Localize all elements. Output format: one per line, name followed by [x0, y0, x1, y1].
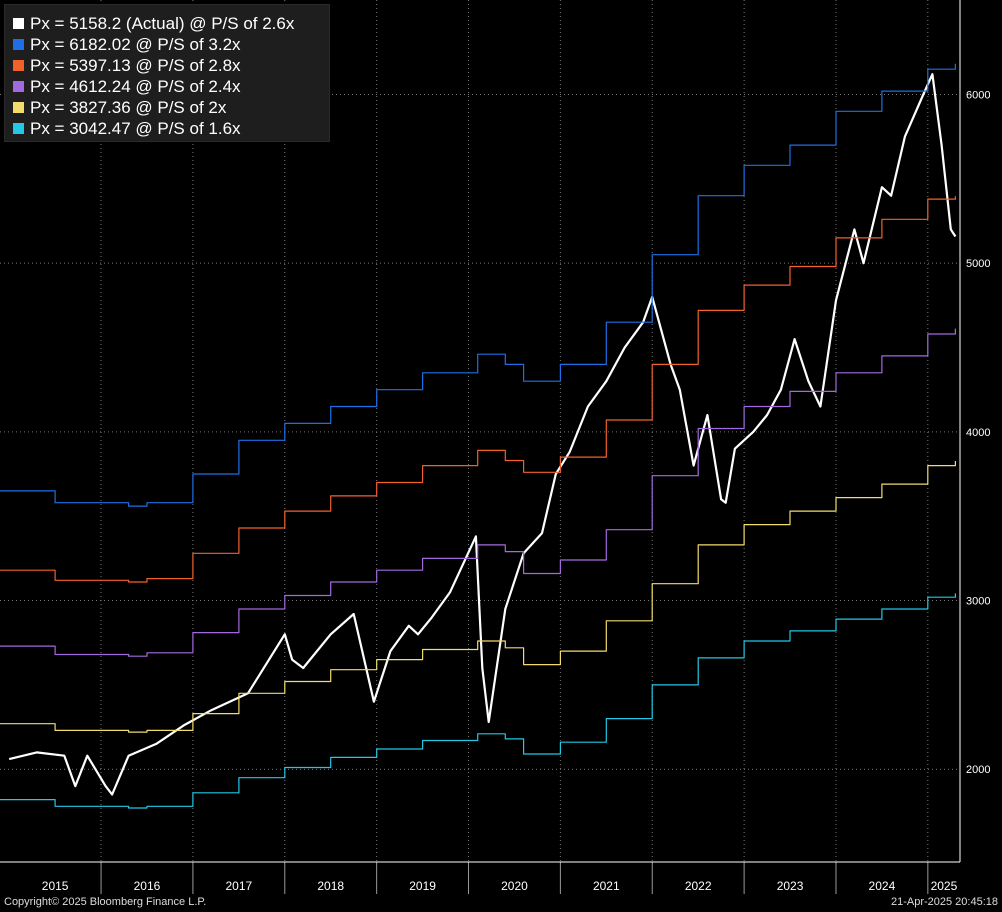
- legend-swatch: [13, 60, 24, 71]
- legend-swatch: [13, 102, 24, 113]
- legend-swatch: [13, 39, 24, 50]
- series-line-3: [0, 328, 956, 657]
- x-tick-label: 2024: [869, 879, 896, 893]
- x-tick-label: 2020: [501, 879, 528, 893]
- legend-label: Px = 5158.2 (Actual) @ P/S of 2.6x: [30, 14, 295, 33]
- legend-swatch: [13, 123, 24, 134]
- series-line-2: [0, 196, 956, 583]
- y-tick-label: 5000: [966, 258, 990, 270]
- timestamp-text: 21-Apr-2025 20:45:18: [890, 896, 998, 908]
- x-tick-label: 2015: [42, 879, 69, 893]
- series-line-1: [0, 63, 956, 507]
- series-line-4: [0, 461, 956, 733]
- y-tick-label: 4000: [966, 427, 990, 439]
- y-tick-label: 2000: [966, 764, 990, 776]
- legend-label: Px = 3042.47 @ P/S of 1.6x: [30, 119, 241, 138]
- series-line-0: [8, 73, 957, 796]
- y-tick-label: 6000: [966, 89, 990, 101]
- x-tick-label: 2016: [134, 879, 161, 893]
- copyright-text: Copyright© 2025 Bloomberg Finance L.P.: [4, 896, 207, 908]
- legend-item-2x: Px = 3827.36 @ P/S of 2x: [13, 98, 226, 118]
- x-tick-label: 2022: [685, 879, 712, 893]
- x-tick-label: 2018: [317, 879, 344, 893]
- legend-label: Px = 6182.02 @ P/S of 3.2x: [30, 35, 241, 54]
- legend-label: Px = 4612.24 @ P/S of 2.4x: [30, 77, 241, 96]
- axes: 2000 3000 4000 5000 6000 2015 2016 2017 2018 2019…: [0, 0, 990, 894]
- series-line-5: [0, 593, 956, 809]
- x-tick-label: 2025: [931, 879, 958, 893]
- legend-item-2-8x: Px = 5397.13 @ P/S of 2.8x: [13, 56, 241, 76]
- x-tick-label: 2019: [409, 879, 436, 893]
- legend-swatch: [13, 81, 24, 92]
- x-tick-label: 2017: [226, 879, 253, 893]
- y-tick-label: 3000: [966, 596, 990, 608]
- legend-swatch: [13, 18, 24, 29]
- legend: Px = 5158.2 (Actual) @ P/S of 2.6x Px = …: [4, 4, 330, 142]
- legend-item-actual: Px = 5158.2 (Actual) @ P/S of 2.6x: [13, 14, 294, 34]
- x-tick-label: 2021: [593, 879, 620, 893]
- legend-item-3-2x: Px = 6182.02 @ P/S of 3.2x: [13, 35, 241, 55]
- legend-label: Px = 5397.13 @ P/S of 2.8x: [30, 56, 241, 75]
- legend-item-1-6x: Px = 3042.47 @ P/S of 1.6x: [13, 119, 241, 139]
- x-tick-label: 2023: [777, 879, 804, 893]
- series-lines: [0, 63, 957, 809]
- legend-item-2-4x: Px = 4612.24 @ P/S of 2.4x: [13, 77, 241, 97]
- legend-label: Px = 3827.36 @ P/S of 2x: [30, 98, 227, 117]
